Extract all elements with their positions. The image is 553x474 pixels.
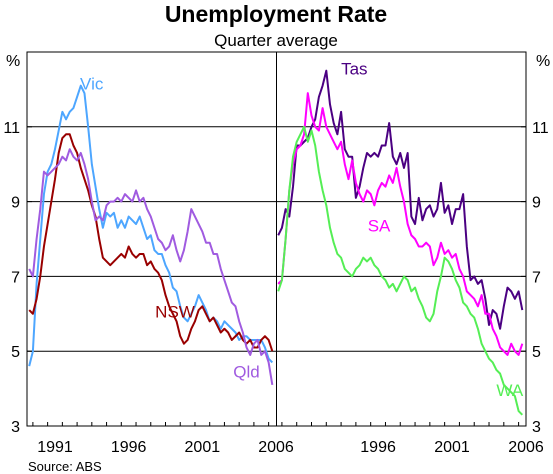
series-line-wa — [277, 125, 524, 416]
x-tick-label: 2006 — [508, 439, 544, 456]
y-tick-label-left: 11 — [3, 120, 20, 137]
x-tick-label: 2006 — [258, 439, 294, 456]
x-tick-label: 1996 — [360, 439, 396, 456]
series-label-tas: Tas — [341, 59, 367, 78]
y-tick-label-left: 7 — [11, 269, 20, 286]
series-label-wa: WA — [496, 381, 523, 400]
y-tick-label-right: 7 — [532, 269, 541, 286]
y-tick-label-right: 3 — [532, 419, 541, 436]
y-tick-label-right: 9 — [532, 195, 541, 212]
series-label-qld: Qld — [233, 362, 259, 381]
plot-area — [28, 69, 524, 416]
y-unit-right: % — [536, 53, 550, 70]
series-label-sa: SA — [368, 217, 391, 236]
series-line-sa — [277, 92, 524, 356]
x-tick-label: 1991 — [37, 439, 73, 456]
series-label-nsw: NSW — [155, 303, 195, 322]
chart-subtitle: Quarter average — [214, 31, 338, 50]
x-tick-label: 1996 — [111, 439, 147, 456]
x-tick-label: 2001 — [185, 439, 221, 456]
y-tick-label-right: 11 — [532, 120, 549, 137]
series-label-vic: Vic — [80, 74, 104, 93]
axes: 3 3 5 5 7 7 9 9 11 11 1991 1996 2001 2006 1996 2001 2006 — [3, 120, 548, 456]
y-tick-label-left: 3 — [11, 419, 20, 436]
series-line-vic — [28, 84, 274, 367]
series-line-tas — [277, 69, 524, 330]
chart-title: Unemployment Rate — [165, 1, 387, 27]
y-tick-label-left: 9 — [11, 195, 20, 212]
source-note: Source: ABS — [28, 459, 102, 474]
series-line-qld — [28, 148, 274, 386]
series-line-nsw — [28, 133, 274, 352]
y-tick-label-left: 5 — [11, 344, 20, 361]
series-labels: Vic NSW Qld Tas SA WA — [80, 59, 524, 400]
y-unit-left: % — [6, 53, 20, 70]
x-tick-label: 2001 — [434, 439, 470, 456]
y-tick-label-right: 5 — [532, 344, 541, 361]
